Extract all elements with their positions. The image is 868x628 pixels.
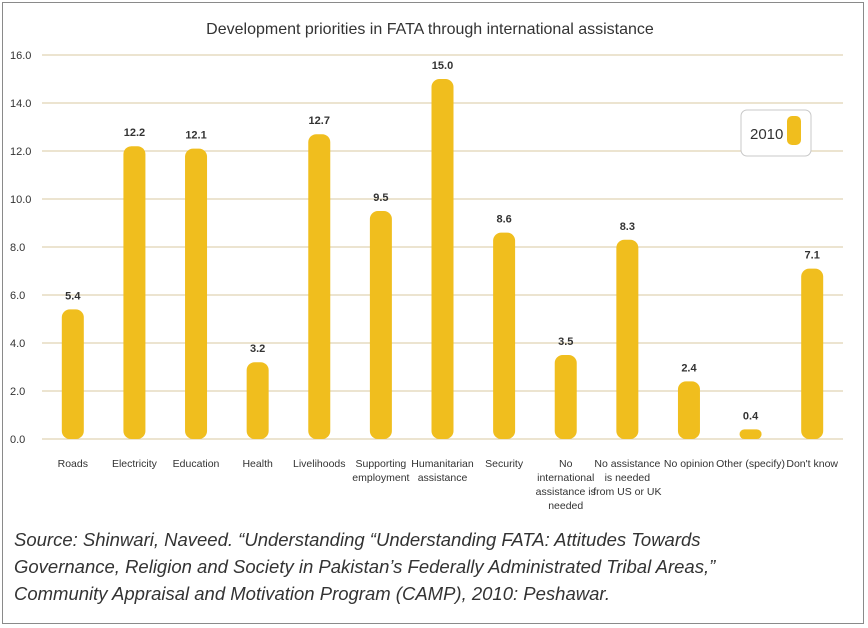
- bar: [123, 146, 146, 439]
- data-label: 0.4: [743, 410, 759, 422]
- x-tick-label: Education: [173, 458, 220, 470]
- x-tick-label: Supporting: [355, 458, 406, 470]
- caption-line-2: Governance, Religion and Society in Paki…: [14, 556, 716, 577]
- x-tick-label: Roads: [58, 458, 88, 470]
- x-tick-label: Other (specify): [716, 458, 785, 470]
- data-label: 15.0: [432, 60, 453, 72]
- x-tick-label: Security: [485, 458, 524, 470]
- data-label: 2.4: [681, 362, 697, 374]
- x-tick-label: Electricity: [112, 458, 158, 470]
- x-tick-label: Humanitarian: [411, 458, 474, 470]
- x-axis-ticks: Roads Electricity Education Health Livelihoo…: [58, 458, 839, 512]
- caption-line-3: Community Appraisal and Motivation Progr…: [14, 583, 611, 604]
- source-caption: Source: Shinwari, Naveed. “Understanding…: [14, 526, 864, 607]
- data-label: 12.2: [124, 127, 145, 139]
- bar: [739, 429, 762, 439]
- x-tick-label: employment: [352, 472, 409, 484]
- y-tick-label: 10.0: [10, 194, 31, 206]
- y-tick-label: 12.0: [10, 146, 31, 158]
- y-tick-label: 0.0: [10, 434, 25, 446]
- bars: [61, 79, 824, 439]
- legend-label: 2010: [750, 126, 783, 143]
- y-tick-label: 14.0: [10, 98, 31, 110]
- bar: [185, 148, 208, 439]
- data-label: 8.6: [496, 214, 511, 226]
- y-tick-label: 6.0: [10, 290, 25, 302]
- x-tick-label: is needed: [605, 472, 651, 484]
- data-label: 9.5: [373, 192, 388, 204]
- x-tick-label: Don't know: [786, 458, 838, 470]
- x-tick-label: from US or UK: [593, 486, 661, 498]
- caption-line-1: Source: Shinwari, Naveed. “Understanding…: [14, 529, 701, 550]
- data-label: 3.5: [558, 336, 573, 348]
- chart-title: Development priorities in FATA through i…: [206, 21, 654, 38]
- data-label: 12.1: [185, 130, 206, 142]
- y-tick-label: 8.0: [10, 242, 25, 254]
- data-label: 8.3: [620, 221, 635, 233]
- bar: [61, 309, 84, 439]
- y-tick-label: 2.0: [10, 386, 25, 398]
- x-tick-label: international: [537, 472, 594, 484]
- bar: [431, 79, 454, 439]
- legend: 2010: [740, 109, 812, 157]
- x-tick-label: No: [559, 458, 573, 470]
- bar: [616, 239, 639, 439]
- y-tick-label: 16.0: [10, 50, 31, 62]
- x-tick-label: No assistance: [594, 458, 660, 470]
- data-label: 7.1: [805, 250, 820, 262]
- legend-swatch: [787, 116, 801, 145]
- data-label: 12.7: [309, 115, 330, 127]
- bar: [677, 381, 700, 439]
- data-label: 5.4: [65, 290, 81, 302]
- y-axis-ticks: 0.0 2.0 4.0 6.0 8.0 10.0 12.0 14.0 16.0: [10, 50, 31, 446]
- data-label: 3.2: [250, 343, 265, 355]
- y-tick-label: 4.0: [10, 338, 25, 350]
- x-tick-label: assistance: [418, 472, 468, 484]
- bar: [554, 355, 577, 439]
- x-tick-label: assistance is: [536, 486, 596, 498]
- bar: [308, 134, 331, 439]
- bar: [493, 232, 516, 439]
- x-tick-label: Health: [242, 458, 273, 470]
- data-labels: 5.4 12.2 12.1 3.2 12.7 9.5 15.0 8.6 3.5 8.3 2.4 0.4…: [65, 60, 820, 422]
- x-tick-label: No opinion: [664, 458, 714, 470]
- bar: [369, 211, 392, 439]
- bar: [801, 268, 824, 439]
- x-tick-label: Livelihoods: [293, 458, 346, 470]
- x-tick-label: needed: [548, 500, 583, 512]
- bar: [246, 362, 269, 439]
